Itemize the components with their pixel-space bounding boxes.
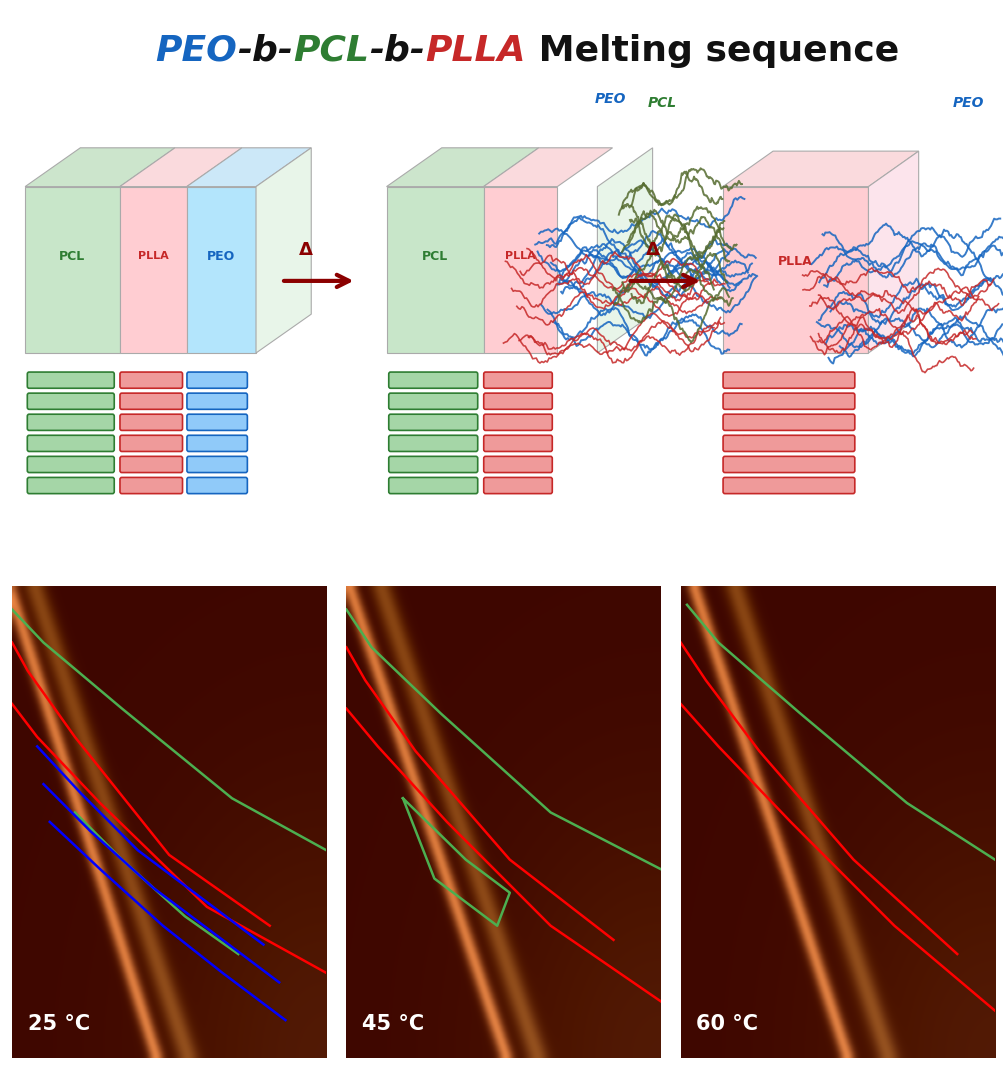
FancyBboxPatch shape bbox=[483, 457, 552, 473]
Text: Δ: Δ bbox=[299, 241, 313, 259]
FancyBboxPatch shape bbox=[120, 435, 183, 451]
Text: PLLA: PLLA bbox=[137, 252, 169, 261]
FancyBboxPatch shape bbox=[187, 372, 247, 388]
Text: 60 °C: 60 °C bbox=[696, 1014, 757, 1034]
Text: PEO: PEO bbox=[207, 250, 236, 263]
Text: -b-: -b- bbox=[369, 34, 425, 67]
Text: PEO: PEO bbox=[155, 34, 238, 67]
FancyBboxPatch shape bbox=[483, 372, 552, 388]
Text: PLLA: PLLA bbox=[505, 252, 536, 261]
FancyBboxPatch shape bbox=[187, 435, 247, 451]
Polygon shape bbox=[25, 187, 119, 353]
FancyBboxPatch shape bbox=[722, 477, 854, 494]
FancyBboxPatch shape bbox=[722, 435, 854, 451]
Text: Δ: Δ bbox=[645, 241, 659, 259]
FancyBboxPatch shape bbox=[120, 393, 183, 409]
FancyBboxPatch shape bbox=[120, 477, 183, 494]
Polygon shape bbox=[386, 148, 539, 187]
Polygon shape bbox=[722, 187, 868, 353]
FancyBboxPatch shape bbox=[722, 414, 854, 431]
FancyBboxPatch shape bbox=[388, 457, 477, 473]
Text: PCL: PCL bbox=[59, 250, 85, 263]
FancyBboxPatch shape bbox=[27, 435, 114, 451]
FancyBboxPatch shape bbox=[388, 414, 477, 431]
FancyBboxPatch shape bbox=[187, 477, 247, 494]
Polygon shape bbox=[868, 151, 918, 353]
Text: PCL: PCL bbox=[647, 95, 677, 110]
Text: 25 °C: 25 °C bbox=[28, 1014, 90, 1034]
FancyBboxPatch shape bbox=[187, 393, 247, 409]
FancyBboxPatch shape bbox=[27, 457, 114, 473]
FancyBboxPatch shape bbox=[27, 372, 114, 388]
Text: PEO: PEO bbox=[595, 92, 626, 106]
FancyBboxPatch shape bbox=[388, 435, 477, 451]
FancyBboxPatch shape bbox=[120, 372, 183, 388]
Polygon shape bbox=[483, 148, 612, 187]
FancyBboxPatch shape bbox=[483, 435, 552, 451]
Polygon shape bbox=[483, 187, 557, 353]
Polygon shape bbox=[386, 187, 483, 353]
FancyBboxPatch shape bbox=[27, 393, 114, 409]
FancyBboxPatch shape bbox=[120, 457, 183, 473]
FancyBboxPatch shape bbox=[187, 414, 247, 431]
Polygon shape bbox=[597, 148, 652, 353]
Polygon shape bbox=[25, 148, 175, 187]
FancyBboxPatch shape bbox=[388, 393, 477, 409]
Text: Melting sequence: Melting sequence bbox=[526, 34, 898, 67]
FancyBboxPatch shape bbox=[483, 393, 552, 409]
Text: PLLA: PLLA bbox=[425, 34, 526, 67]
FancyBboxPatch shape bbox=[388, 372, 477, 388]
FancyBboxPatch shape bbox=[120, 414, 183, 431]
Text: PEO: PEO bbox=[952, 95, 984, 110]
FancyBboxPatch shape bbox=[483, 414, 552, 431]
FancyBboxPatch shape bbox=[722, 457, 854, 473]
FancyBboxPatch shape bbox=[722, 372, 854, 388]
Polygon shape bbox=[187, 148, 311, 187]
Text: PCL: PCL bbox=[421, 250, 447, 263]
Polygon shape bbox=[256, 148, 311, 353]
Text: 45 °C: 45 °C bbox=[362, 1014, 424, 1034]
FancyBboxPatch shape bbox=[27, 477, 114, 494]
Polygon shape bbox=[722, 151, 918, 187]
FancyBboxPatch shape bbox=[187, 457, 247, 473]
Text: PLLA: PLLA bbox=[777, 255, 812, 268]
FancyBboxPatch shape bbox=[388, 477, 477, 494]
Polygon shape bbox=[187, 187, 256, 353]
Text: PCL: PCL bbox=[293, 34, 369, 67]
Polygon shape bbox=[119, 187, 187, 353]
Text: -b-: -b- bbox=[238, 34, 293, 67]
Polygon shape bbox=[119, 148, 242, 187]
FancyBboxPatch shape bbox=[722, 393, 854, 409]
FancyBboxPatch shape bbox=[483, 477, 552, 494]
FancyBboxPatch shape bbox=[27, 414, 114, 431]
